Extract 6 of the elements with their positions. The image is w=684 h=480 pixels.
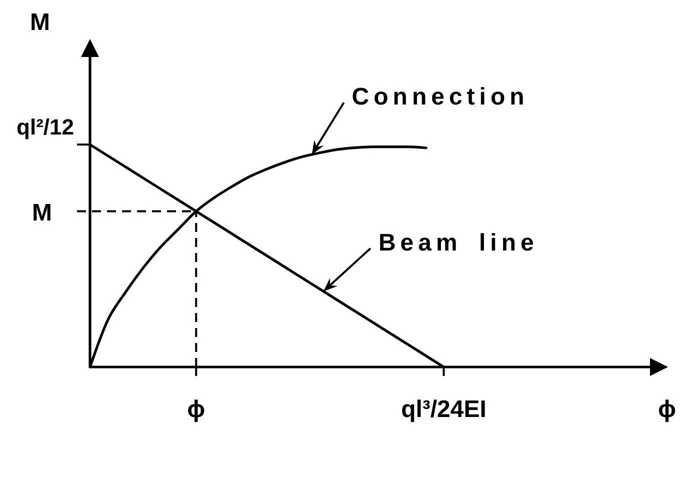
text: Beam line [378, 229, 538, 256]
y-axis-title: M [30, 9, 50, 36]
x-tick-label: ql³/24EI [401, 396, 486, 423]
text: ql²/12 [16, 114, 74, 140]
ref-line-label: M [32, 199, 52, 226]
series-label: Connection [352, 84, 529, 111]
